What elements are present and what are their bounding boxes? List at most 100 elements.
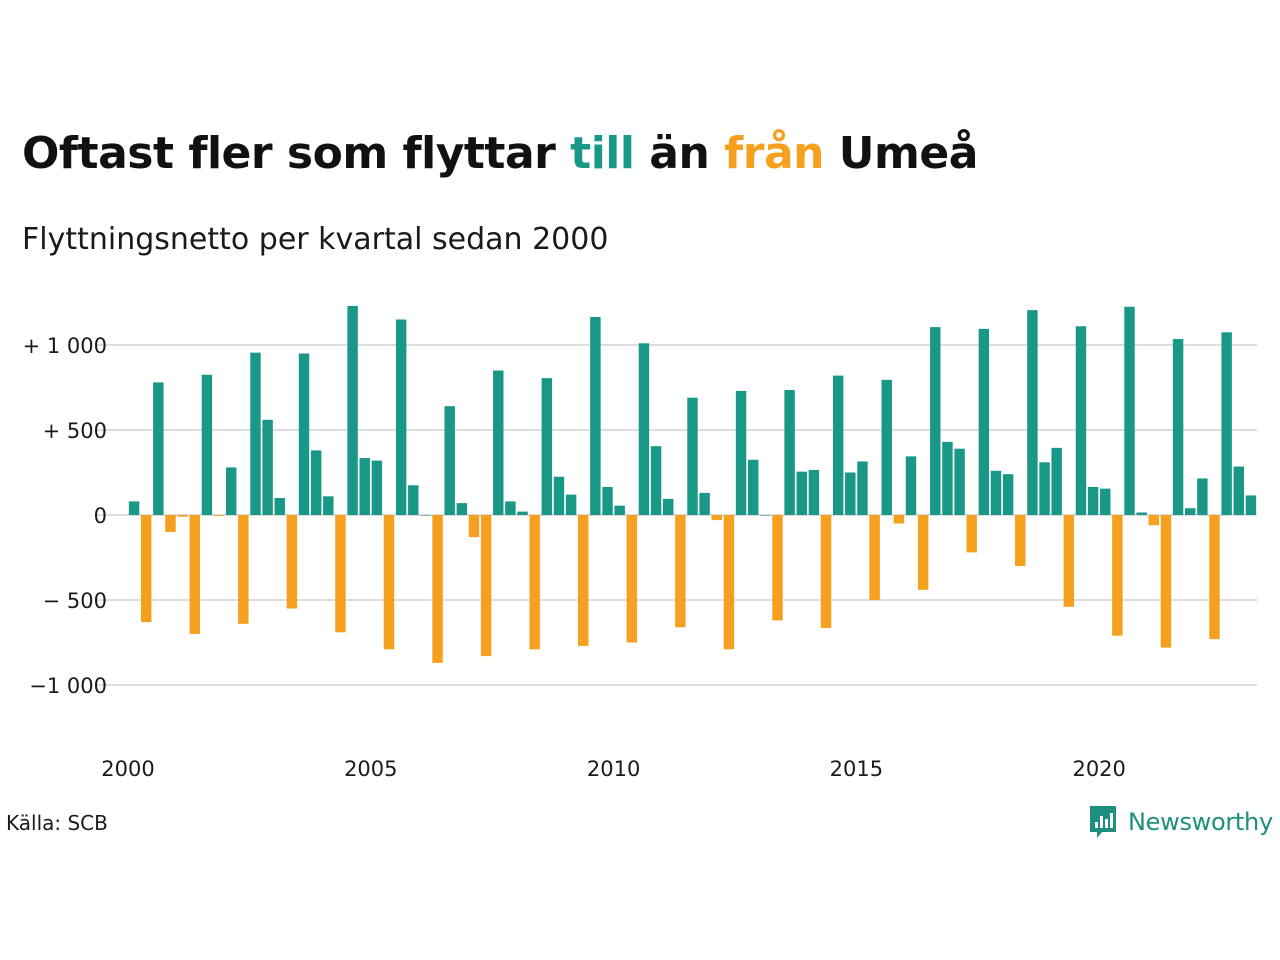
bar [590,316,601,515]
bar [869,515,880,600]
title-highlight-fran: från [724,128,824,179]
bar [553,476,565,515]
bar [432,515,443,663]
bar [420,515,431,516]
y-tick-label: −1 000 [29,674,107,698]
bar [905,456,917,515]
title-part-2: än [634,128,725,179]
bar [1100,488,1111,515]
bar [1148,515,1160,526]
bar [808,469,820,515]
x-tick-label: 2020 [1072,757,1125,781]
bar [966,515,977,553]
bar [747,459,759,515]
bar [735,390,747,515]
bar [456,503,468,515]
bar [310,450,322,515]
bar [529,515,540,650]
bar [978,328,990,515]
x-tick-label: 2000 [101,757,154,781]
bar [128,501,140,515]
bar [250,352,261,515]
bar [323,496,334,515]
bar [286,515,298,609]
bar [1233,466,1245,515]
bar [1015,515,1026,566]
title-part-1: Oftast fler som flyttar [22,128,571,179]
bar [140,515,152,623]
y-tick-label: + 1 000 [23,334,107,358]
bar [1087,486,1099,515]
bar [626,515,638,643]
bar [1075,326,1087,515]
bar [845,472,856,515]
bar [723,515,735,650]
bar [1197,478,1208,515]
bar [1063,515,1075,607]
bar [760,515,771,516]
chart-subtitle: Flyttningsnetto per kvartal sedan 2000 [22,222,609,257]
y-tick-label: + 500 [43,419,107,443]
bar [347,305,358,515]
bar [505,501,516,515]
bar [917,515,929,590]
bar [711,515,722,521]
bar [954,448,965,515]
source-note: Källa: SCB [6,811,108,835]
bar [262,419,273,515]
bar [820,515,832,629]
bar [796,471,807,515]
bar [383,515,395,650]
bar [1002,474,1014,515]
brand-name: Newsworthy [1128,808,1273,836]
bar [201,374,213,515]
bar [663,498,674,515]
bar [1221,332,1232,515]
bar [517,511,528,515]
bar [408,485,419,515]
bar [1245,495,1257,515]
bar [565,494,577,515]
bar [1112,515,1123,636]
bar [1160,515,1172,648]
bar [832,375,844,515]
bar [930,327,941,515]
bar [335,515,346,633]
bar [784,390,795,515]
bar [493,370,504,515]
bar [1209,515,1220,640]
bar [274,498,285,515]
bar [1185,508,1196,515]
bar [480,515,492,657]
brand-logo: Newsworthy [1088,804,1273,840]
x-tick-label: 2010 [587,757,640,781]
bar [699,492,710,515]
bar [238,515,249,624]
bars [128,305,1257,663]
bar [468,515,480,538]
x-tick-label: 2005 [344,757,397,781]
bar [359,458,370,515]
bar [153,382,164,515]
bar [1136,512,1147,515]
bar [772,515,783,621]
bar [578,515,589,646]
bar [614,505,625,515]
bar [893,515,905,524]
bar [857,461,868,515]
bar [444,406,455,515]
bar [602,486,613,515]
y-axis-labels: + 1 000 + 500 0 − 500 −1 000 [23,334,107,698]
bar-chart: + 1 000 + 500 0 − 500 −1 000 2000 2005 2010 201… [23,305,1257,781]
bar [298,353,310,515]
bar [675,515,686,628]
bar [942,441,953,515]
x-tick-label: 2015 [830,757,883,781]
bar [1039,462,1050,515]
bar [541,378,553,515]
bar [177,515,188,517]
bar [650,446,662,515]
bar [189,515,200,634]
bar [165,515,176,532]
bar [1051,447,1062,515]
